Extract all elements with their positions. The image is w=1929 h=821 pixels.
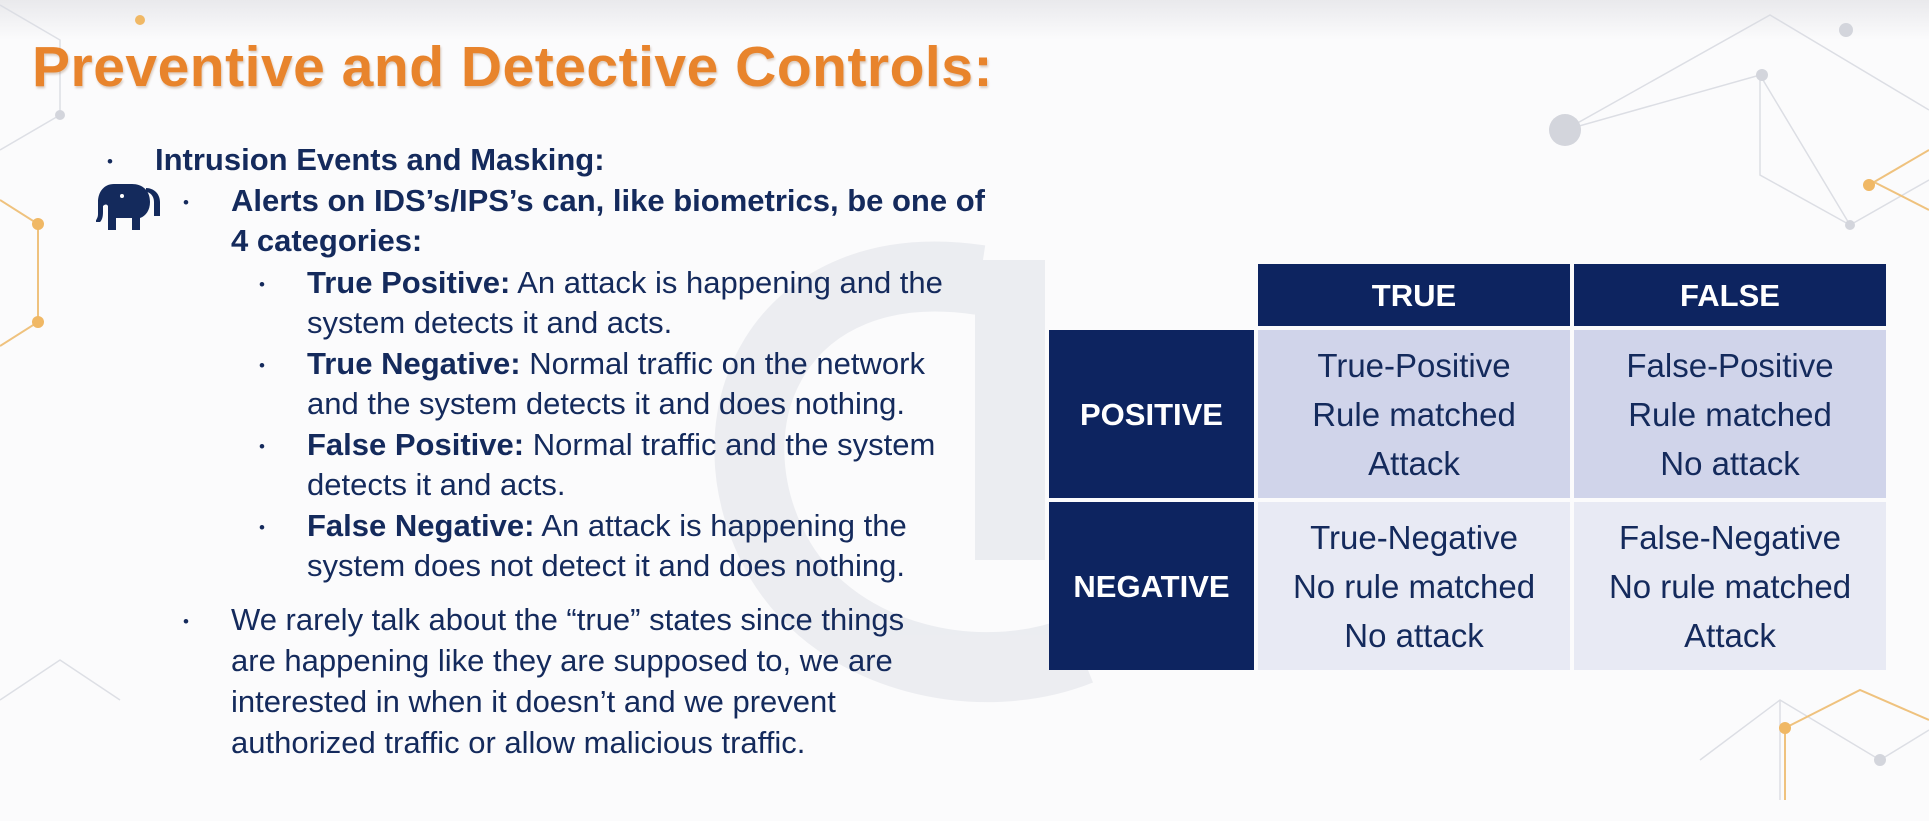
row-header-negative: NEGATIVE [1049, 502, 1254, 670]
true-positive-line-2: system detects it and acts. [307, 305, 673, 340]
false-positive-label: False Positive: [307, 427, 525, 462]
bullet-level3: • [259, 518, 265, 537]
bullet-level3: • [259, 356, 265, 375]
rarely-line-1: We rarely talk about the “true” states s… [231, 602, 905, 637]
true-negative-text: Normal traffic on the network [520, 346, 925, 381]
cell-title: False-Negative [1619, 518, 1841, 556]
cell-title: False-Positive [1626, 346, 1834, 384]
cell-true-positive: True-Positive Rule matched Attack [1258, 330, 1570, 498]
true-positive-label: True Positive: [307, 265, 511, 300]
cell-rule: Rule matched [1628, 395, 1832, 433]
cell-title: True-Positive [1317, 346, 1511, 384]
bullet-level2: • [183, 193, 189, 212]
false-negative-label: False Negative: [307, 508, 535, 543]
false-negative-line-1: False Negative: An attack is happening t… [307, 506, 907, 546]
cell-title: True-Negative [1310, 518, 1518, 556]
slide-title: Preventive and Detective Controls: [32, 35, 993, 99]
cell-outcome: Attack [1684, 616, 1776, 654]
false-negative-line-2: system does not detect it and does nothi… [307, 548, 905, 583]
cell-rule: Rule matched [1312, 395, 1516, 433]
cell-outcome: No attack [1660, 444, 1800, 482]
alerts-line-1: Alerts on IDS’s/IPS’s can, like biometri… [231, 183, 985, 218]
false-negative-text: An attack is happening the [534, 508, 907, 543]
cell-outcome: Attack [1368, 444, 1460, 482]
cell-false-negative: False-Negative No rule matched Attack [1574, 502, 1886, 670]
bullet-level1: • [107, 152, 113, 171]
intrusion-heading: Intrusion Events and Masking: [155, 142, 605, 177]
true-negative-line-1: True Negative: Normal traffic on the net… [307, 344, 925, 384]
cell-outcome: No attack [1344, 616, 1484, 654]
row-header-positive: POSITIVE [1049, 330, 1254, 498]
bullet-level3: • [259, 437, 265, 456]
cell-false-positive: False-Positive Rule matched No attack [1574, 330, 1886, 498]
true-positive-text: An attack is happening and the [510, 265, 943, 300]
true-negative-label: True Negative: [307, 346, 521, 381]
ids-confusion-matrix: TRUE FALSE POSITIVE True-Positive Rule m… [1049, 264, 1886, 670]
false-positive-line-2: detects it and acts. [307, 467, 566, 502]
false-positive-text: Normal traffic and the system [524, 427, 936, 462]
col-header-false: FALSE [1574, 264, 1886, 326]
true-positive-line-1: True Positive: An attack is happening an… [307, 263, 943, 303]
alerts-line-2: 4 categories: [231, 223, 423, 258]
bullet-level3: • [259, 275, 265, 294]
bullet-level2: • [183, 612, 189, 631]
cell-rule: No rule matched [1608, 567, 1852, 605]
rarely-line-2: are happening like they are supposed to,… [231, 643, 893, 678]
elephant-icon [96, 184, 160, 230]
col-header-true: TRUE [1258, 264, 1570, 326]
rarely-line-4: authorized traffic or allow malicious tr… [231, 725, 806, 760]
cell-rule: No rule matched [1292, 567, 1536, 605]
false-positive-line-1: False Positive: Normal traffic and the s… [307, 425, 935, 465]
rarely-line-3: interested in when it doesn’t and we pre… [231, 684, 836, 719]
top-fade [0, 0, 1929, 40]
true-negative-line-2: and the system detects it and does nothi… [307, 386, 905, 421]
cell-true-negative: True-Negative No rule matched No attack [1258, 502, 1570, 670]
matrix-corner [1049, 264, 1254, 326]
